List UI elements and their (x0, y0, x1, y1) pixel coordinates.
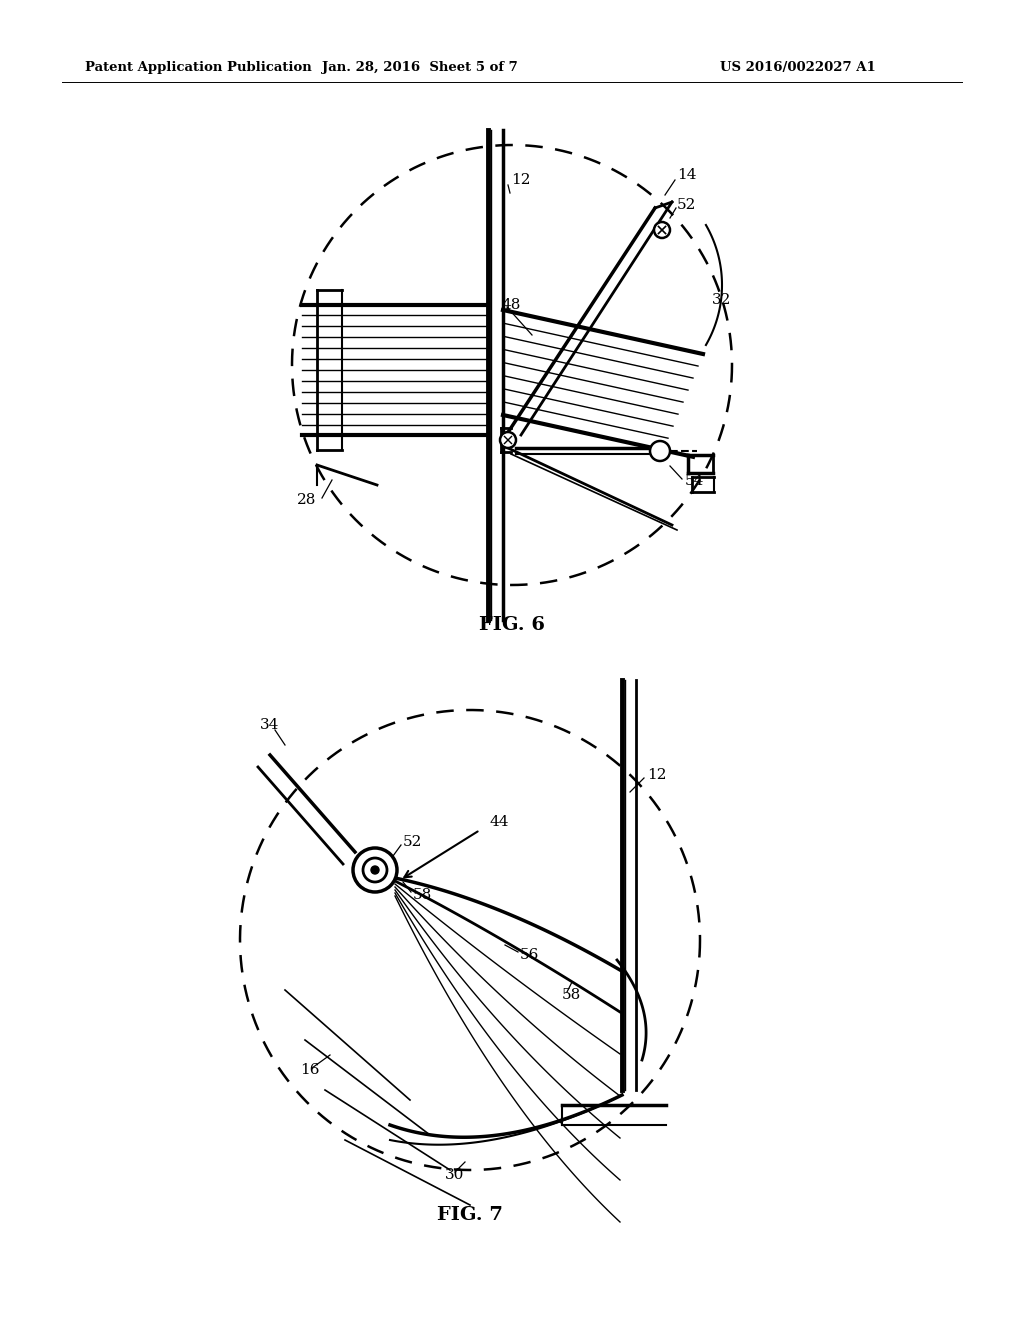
Text: 58: 58 (413, 888, 432, 902)
Text: 12: 12 (511, 173, 530, 187)
Text: Patent Application Publication: Patent Application Publication (85, 62, 311, 74)
Text: 16: 16 (300, 1063, 319, 1077)
Text: 34: 34 (260, 718, 280, 733)
Circle shape (650, 441, 670, 461)
Text: 52: 52 (677, 198, 696, 213)
Text: 54: 54 (685, 474, 705, 488)
Text: Jan. 28, 2016  Sheet 5 of 7: Jan. 28, 2016 Sheet 5 of 7 (323, 62, 518, 74)
Text: 56: 56 (520, 948, 540, 962)
Circle shape (362, 858, 387, 882)
Text: 52: 52 (403, 836, 422, 849)
Circle shape (371, 866, 379, 874)
Text: 30: 30 (445, 1168, 464, 1181)
Circle shape (353, 847, 397, 892)
Text: 48: 48 (502, 298, 521, 312)
Circle shape (500, 432, 516, 447)
Text: 44: 44 (490, 814, 510, 829)
Text: FIG. 7: FIG. 7 (437, 1206, 503, 1224)
Text: US 2016/0022027 A1: US 2016/0022027 A1 (720, 62, 876, 74)
Text: 28: 28 (297, 492, 316, 507)
Text: FIG. 6: FIG. 6 (479, 616, 545, 634)
Text: 14: 14 (677, 168, 696, 182)
Circle shape (654, 222, 670, 238)
Text: 12: 12 (647, 768, 667, 781)
Text: 32: 32 (712, 293, 731, 308)
Text: 58: 58 (562, 987, 582, 1002)
